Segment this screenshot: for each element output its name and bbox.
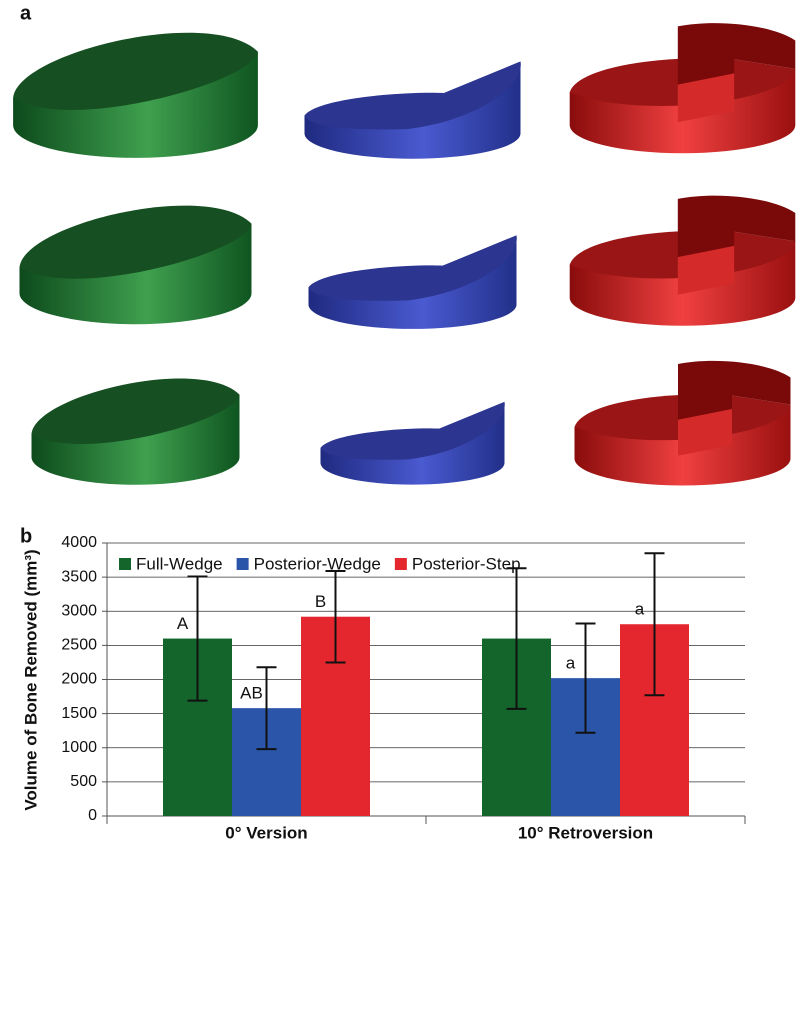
panel-label: b [20,525,32,547]
y-tick-label: 1500 [61,705,97,722]
legend-swatch [395,558,407,570]
x-tick-label: 10° Retroversion [518,823,653,842]
x-tick-label: 0° Version [225,823,307,842]
bar-annotation: a [635,600,645,619]
figure: a b Volume of Bone Removed (mm³) 0 500 100… [0,0,804,1010]
legend-swatch [119,558,131,570]
y-tick-label: 1000 [61,739,97,756]
bar-annotation: B [315,592,326,611]
y-tick-label: 0 [88,807,97,824]
y-tick-label: 2000 [61,671,97,688]
y-tick-label: 3000 [61,602,97,619]
legend-label: Full-Wedge [136,554,223,573]
panel-label: a [20,2,32,24]
legend-label: Posterior-Step [412,554,521,573]
y-tick-label: 500 [70,773,97,790]
y-tick-label: 3500 [61,568,97,585]
y-tick-label: 4000 [61,534,97,551]
bar-annotation: a [566,654,576,673]
y-axis-label: Volume of Bone Removed (mm³) [21,549,40,810]
bar-annotation: AB [240,684,263,703]
y-tick-label: 2500 [61,637,97,654]
panel-a-shapes [13,23,795,485]
legend-swatch [237,558,249,570]
bar-annotation: A [177,614,189,633]
legend-label: Posterior-Wedge [254,554,381,573]
